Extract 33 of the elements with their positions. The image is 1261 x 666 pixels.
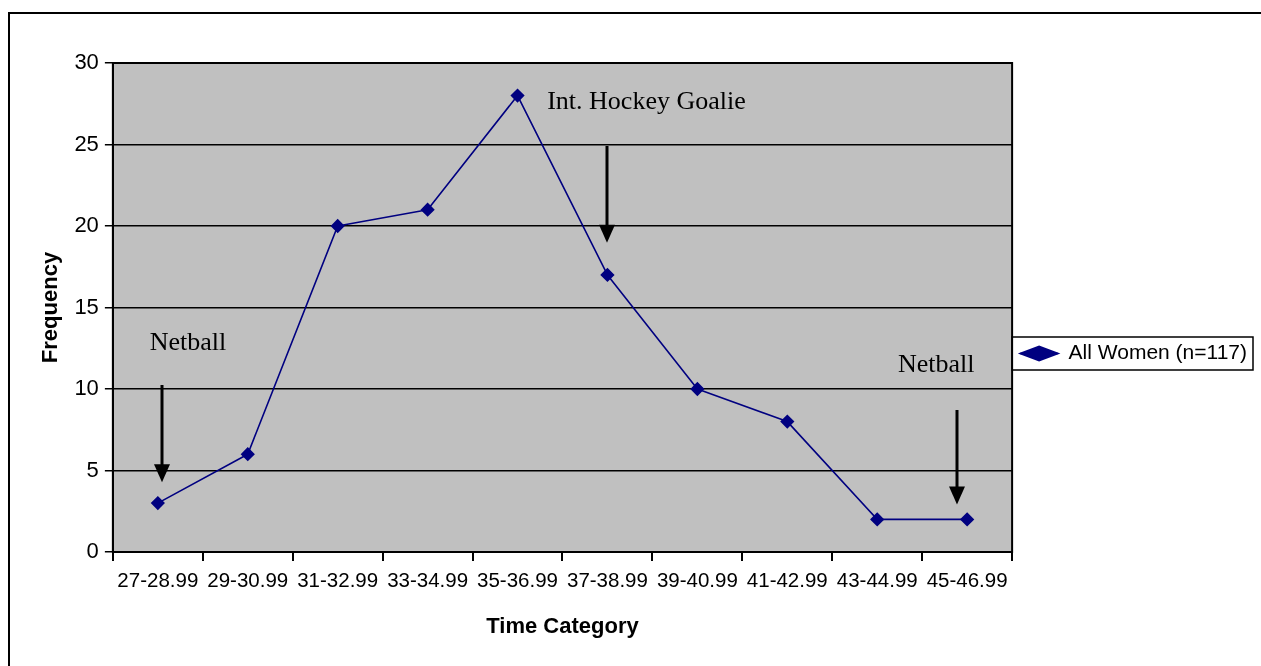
point	[330, 219, 345, 233]
point	[690, 382, 705, 396]
x-tick-label: 29-30.99	[207, 567, 289, 591]
x-axis-title: Time Category	[486, 612, 640, 638]
point	[151, 496, 165, 510]
x-tick-label: 45-46.99	[926, 567, 1008, 591]
y-tick-label: 0	[86, 538, 99, 564]
x-tick-label: 37-38.99	[566, 567, 648, 591]
x-tick-label: 33-34.99	[387, 567, 469, 591]
point	[240, 447, 255, 461]
y-tick-label: 25	[74, 130, 99, 156]
annotation: Netball	[897, 348, 975, 378]
point	[780, 414, 795, 429]
y-axis-title: Frequency	[37, 251, 63, 364]
y-tick-label: 10	[74, 375, 99, 401]
x-tick-label: 39-40.99	[656, 567, 738, 591]
x-tick-label: 31-32.99	[297, 567, 379, 591]
y-tick-label: 15	[74, 293, 99, 319]
legend-label: All Women (n=117)	[1068, 340, 1247, 364]
x-tick-label: 43-44.99	[836, 567, 918, 591]
point	[510, 88, 525, 103]
point	[960, 512, 974, 527]
point	[870, 512, 885, 527]
y-tick-label: 5	[86, 456, 99, 482]
x-tick-label: 35-36.99	[477, 567, 558, 591]
annotation: Netball	[149, 327, 227, 357]
point	[600, 268, 615, 282]
annotation: Int. Hockey Goalie	[547, 85, 746, 115]
point	[420, 202, 435, 217]
x-tick-label: 41-42.99	[746, 567, 828, 591]
y-tick-label: 20	[74, 212, 99, 238]
y-tick-label: 30	[74, 49, 99, 75]
x-tick-label: 27-28.99	[117, 567, 199, 591]
